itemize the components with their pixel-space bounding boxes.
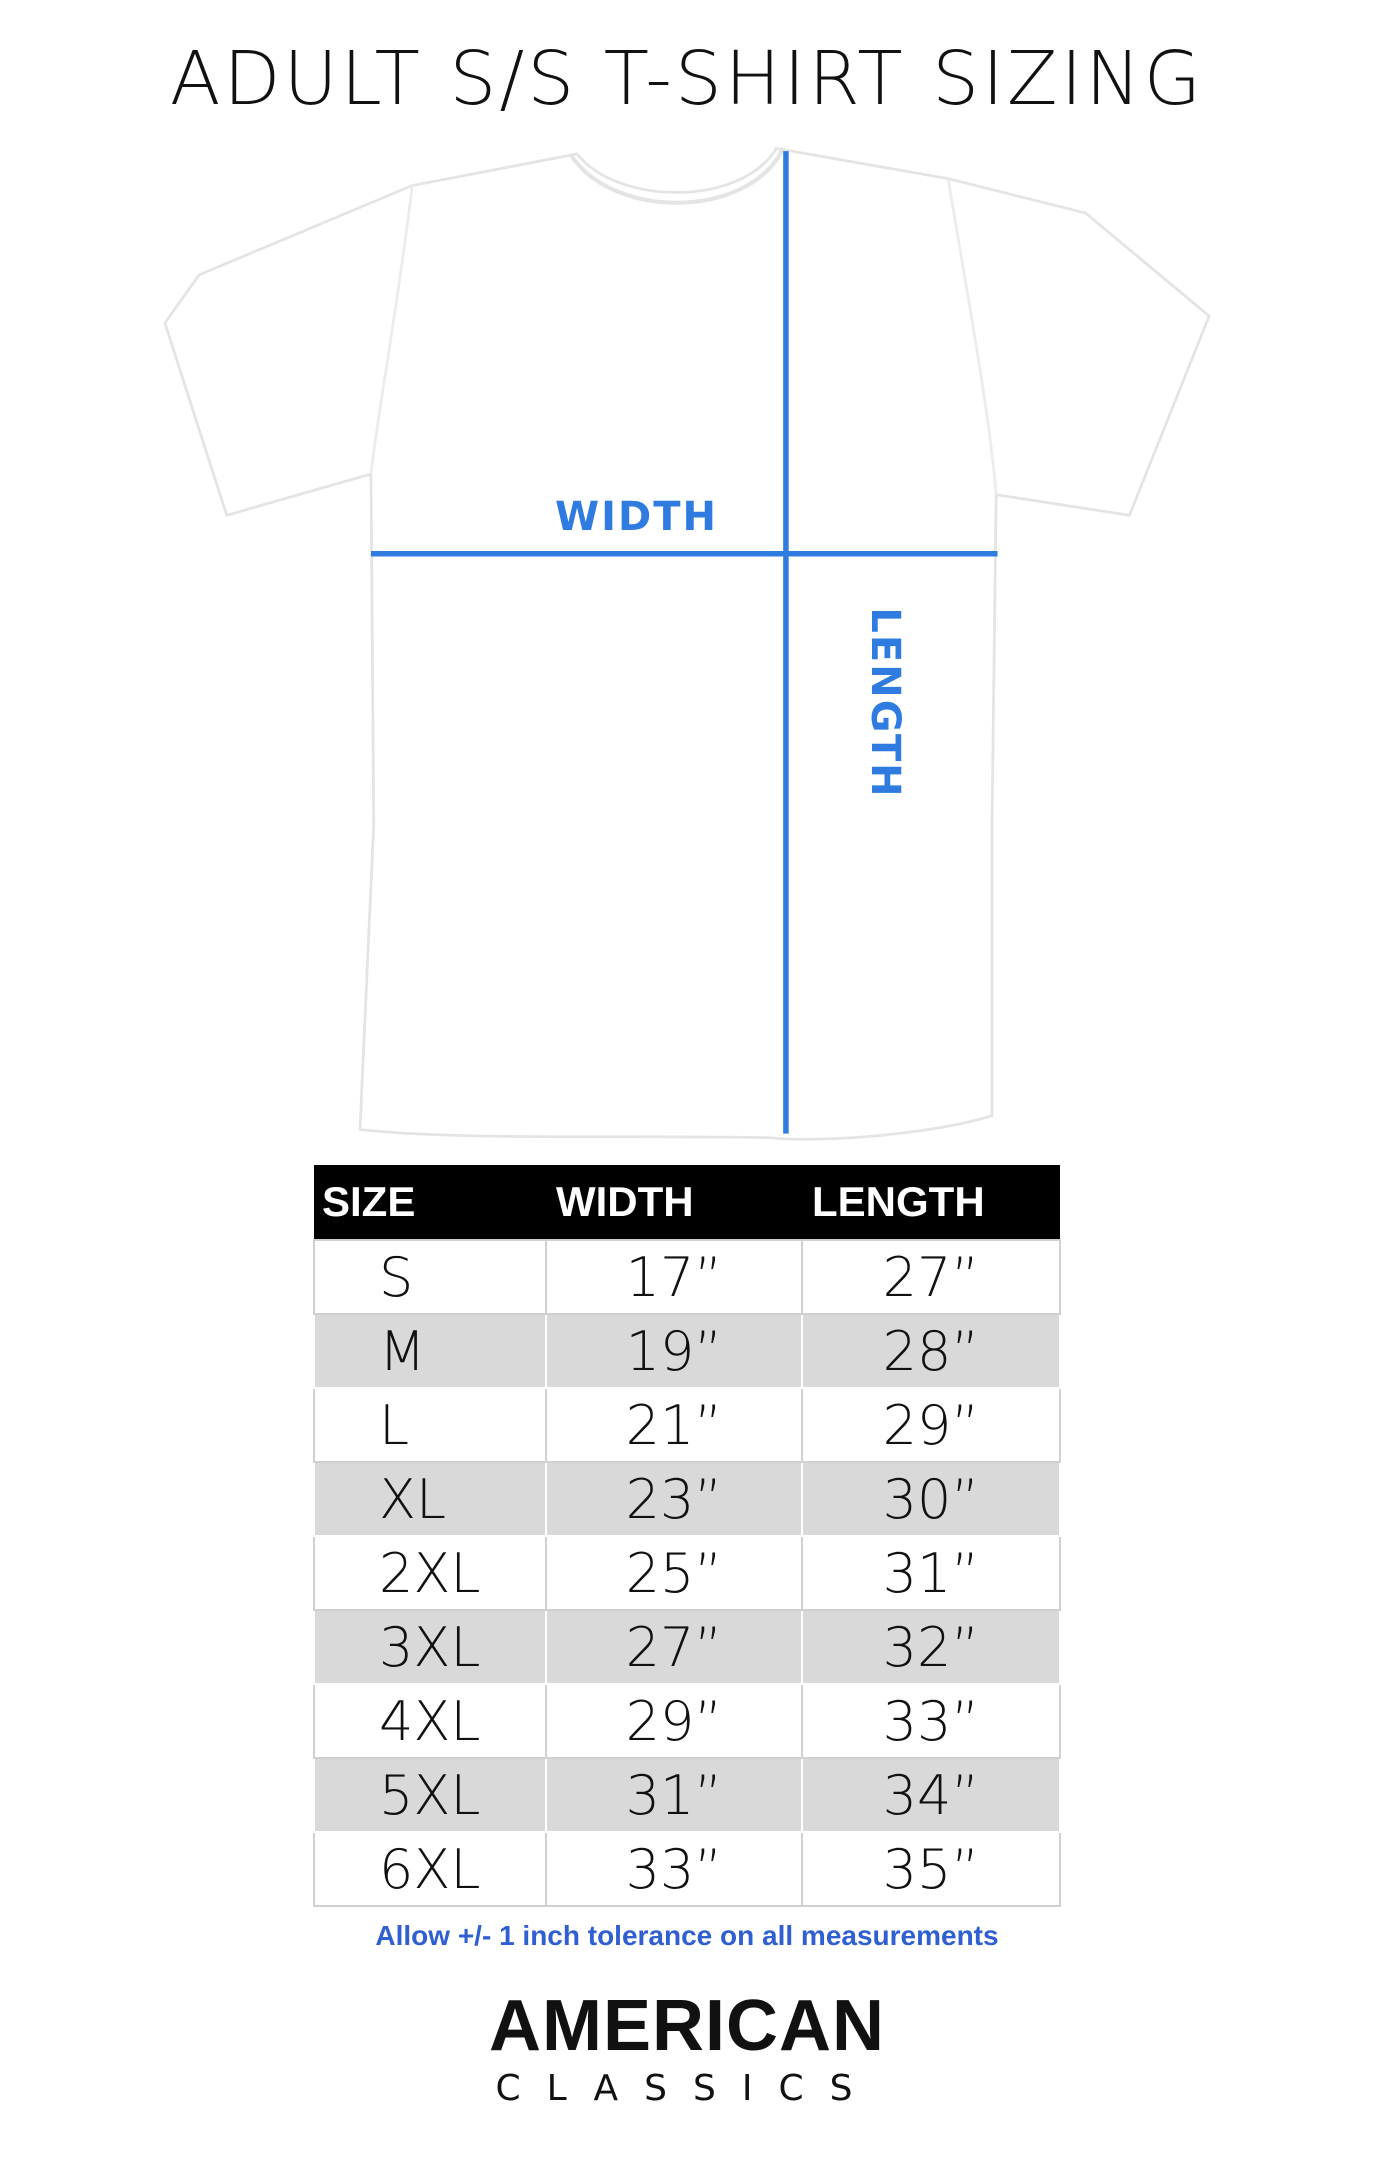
width-cell: 19” bbox=[545, 1313, 803, 1389]
length-cell: 27” bbox=[801, 1239, 1061, 1315]
header-width: WIDTH bbox=[546, 1165, 802, 1240]
width-cell: 25” bbox=[545, 1535, 803, 1611]
size-cell: 3XL bbox=[313, 1609, 547, 1685]
size-cell: 4XL bbox=[313, 1683, 547, 1759]
table-row: 6XL 33” 35” bbox=[313, 1831, 1061, 1907]
length-label: LENGTH bbox=[862, 607, 908, 799]
t-shirt-outline bbox=[163, 146, 1211, 1141]
table-row: S 17” 27” bbox=[313, 1239, 1061, 1315]
length-cell: 30” bbox=[801, 1461, 1061, 1537]
logo-american: AMERICAN bbox=[489, 1986, 885, 2066]
table-row: 5XL 31” 34” bbox=[313, 1757, 1061, 1833]
header-length: LENGTH bbox=[802, 1165, 1060, 1240]
width-label: WIDTH bbox=[555, 494, 718, 540]
table-header: SIZE WIDTH LENGTH bbox=[314, 1165, 1060, 1240]
tolerance-note: Allow +/- 1 inch tolerance on all measur… bbox=[375, 1920, 999, 1951]
t-shirt-sleeve-fold bbox=[369, 178, 998, 495]
width-cell: 29” bbox=[545, 1683, 803, 1759]
length-cell: 31” bbox=[801, 1535, 1061, 1611]
header-size: SIZE bbox=[314, 1165, 546, 1240]
size-cell: 6XL bbox=[313, 1831, 547, 1907]
table-row: XL 23” 30” bbox=[313, 1461, 1061, 1537]
width-cell: 31” bbox=[545, 1757, 803, 1833]
size-cell: L bbox=[313, 1387, 547, 1463]
size-cell: XL bbox=[313, 1461, 547, 1537]
table-row: 3XL 27” 32” bbox=[313, 1609, 1061, 1685]
length-cell: 29” bbox=[801, 1387, 1061, 1463]
table-row: 4XL 29” 33” bbox=[313, 1683, 1061, 1759]
size-cell: 5XL bbox=[313, 1757, 547, 1833]
size-cell: M bbox=[313, 1313, 547, 1389]
length-cell: 35” bbox=[801, 1831, 1061, 1907]
size-cell: S bbox=[313, 1239, 547, 1315]
size-cell: 2XL bbox=[313, 1535, 547, 1611]
table-row: 2XL 25” 31” bbox=[313, 1535, 1061, 1611]
length-cell: 28” bbox=[801, 1313, 1061, 1389]
width-cell: 27” bbox=[545, 1609, 803, 1685]
size-table: SIZE WIDTH LENGTH S 17” 27” M 19” 28” L 21” 29” X… bbox=[313, 1165, 1061, 1907]
width-cell: 33” bbox=[545, 1831, 803, 1907]
width-cell: 21” bbox=[545, 1387, 803, 1463]
length-cell: 32” bbox=[801, 1609, 1061, 1685]
t-shirt-collar bbox=[568, 147, 786, 205]
length-cell: 34” bbox=[801, 1757, 1061, 1833]
length-cell: 33” bbox=[801, 1683, 1061, 1759]
table-row: M 19” 28” bbox=[313, 1313, 1061, 1389]
width-cell: 23” bbox=[545, 1461, 803, 1537]
table-row: L 21” 29” bbox=[313, 1387, 1061, 1463]
page-title: ADULT S/S T-SHIRT SIZING bbox=[169, 36, 1205, 122]
width-cell: 17” bbox=[545, 1239, 803, 1315]
logo-classics: CLASSICS bbox=[495, 2068, 879, 2109]
